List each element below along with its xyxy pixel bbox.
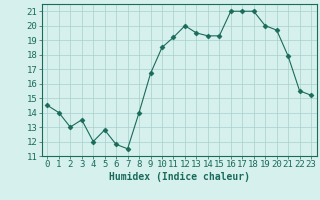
X-axis label: Humidex (Indice chaleur): Humidex (Indice chaleur) [109,172,250,182]
